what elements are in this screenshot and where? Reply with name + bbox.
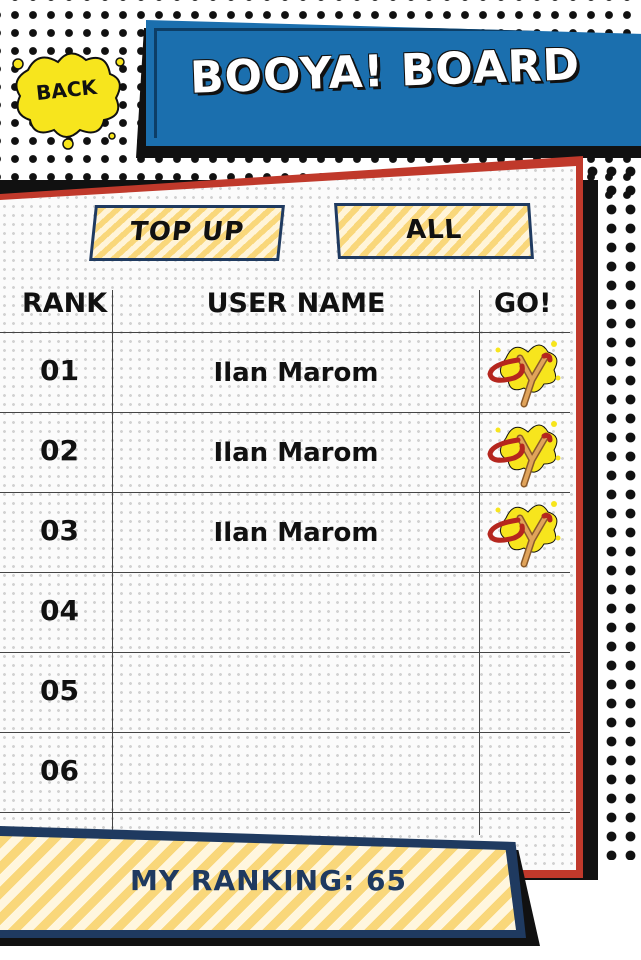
tab-all-label: ALL xyxy=(404,215,464,245)
table-row: 02 Ilan Marom xyxy=(0,412,570,493)
column-header-rank: RANK xyxy=(22,288,108,319)
back-button[interactable]: BACK xyxy=(8,40,128,150)
column-divider xyxy=(479,290,480,835)
my-ranking-label: MY RANKING: 65 xyxy=(130,864,407,897)
header-row-line xyxy=(0,252,570,333)
row-rank: 05 xyxy=(40,674,79,707)
leaderboard-panel xyxy=(0,166,576,870)
row-user-name: Ilan Marom xyxy=(213,358,379,388)
row-rank: 04 xyxy=(40,594,79,627)
row-rank: 01 xyxy=(40,354,79,387)
tab-top-up-label: TOP UP xyxy=(128,217,246,247)
tab-all[interactable]: ALL xyxy=(334,203,534,259)
title-banner xyxy=(146,20,641,146)
row-user-name: Ilan Marom xyxy=(213,518,379,548)
slingshot-icon xyxy=(487,421,561,488)
row-user-name: Ilan Marom xyxy=(213,438,379,468)
row-rank: 03 xyxy=(40,514,79,547)
table-row: 01 Ilan Marom xyxy=(0,332,570,413)
column-header-go: GO! xyxy=(494,288,552,319)
row-rank: 02 xyxy=(40,434,79,467)
table-row: 04 xyxy=(0,572,570,653)
go-slingshot-button[interactable] xyxy=(484,414,564,490)
column-header-user-name: USER NAME xyxy=(206,288,386,319)
ranking-banner-fill xyxy=(0,836,516,930)
row-rank: 06 xyxy=(40,754,79,787)
slingshot-icon xyxy=(487,341,561,408)
splash-icon xyxy=(12,52,125,150)
go-slingshot-button[interactable] xyxy=(484,494,564,570)
column-divider xyxy=(112,290,113,835)
slingshot-icon xyxy=(487,501,561,568)
go-slingshot-button[interactable] xyxy=(484,334,564,410)
table-row: 03 Ilan Marom xyxy=(0,492,570,573)
table-row: 05 xyxy=(0,652,570,733)
table-row: 06 xyxy=(0,732,570,813)
